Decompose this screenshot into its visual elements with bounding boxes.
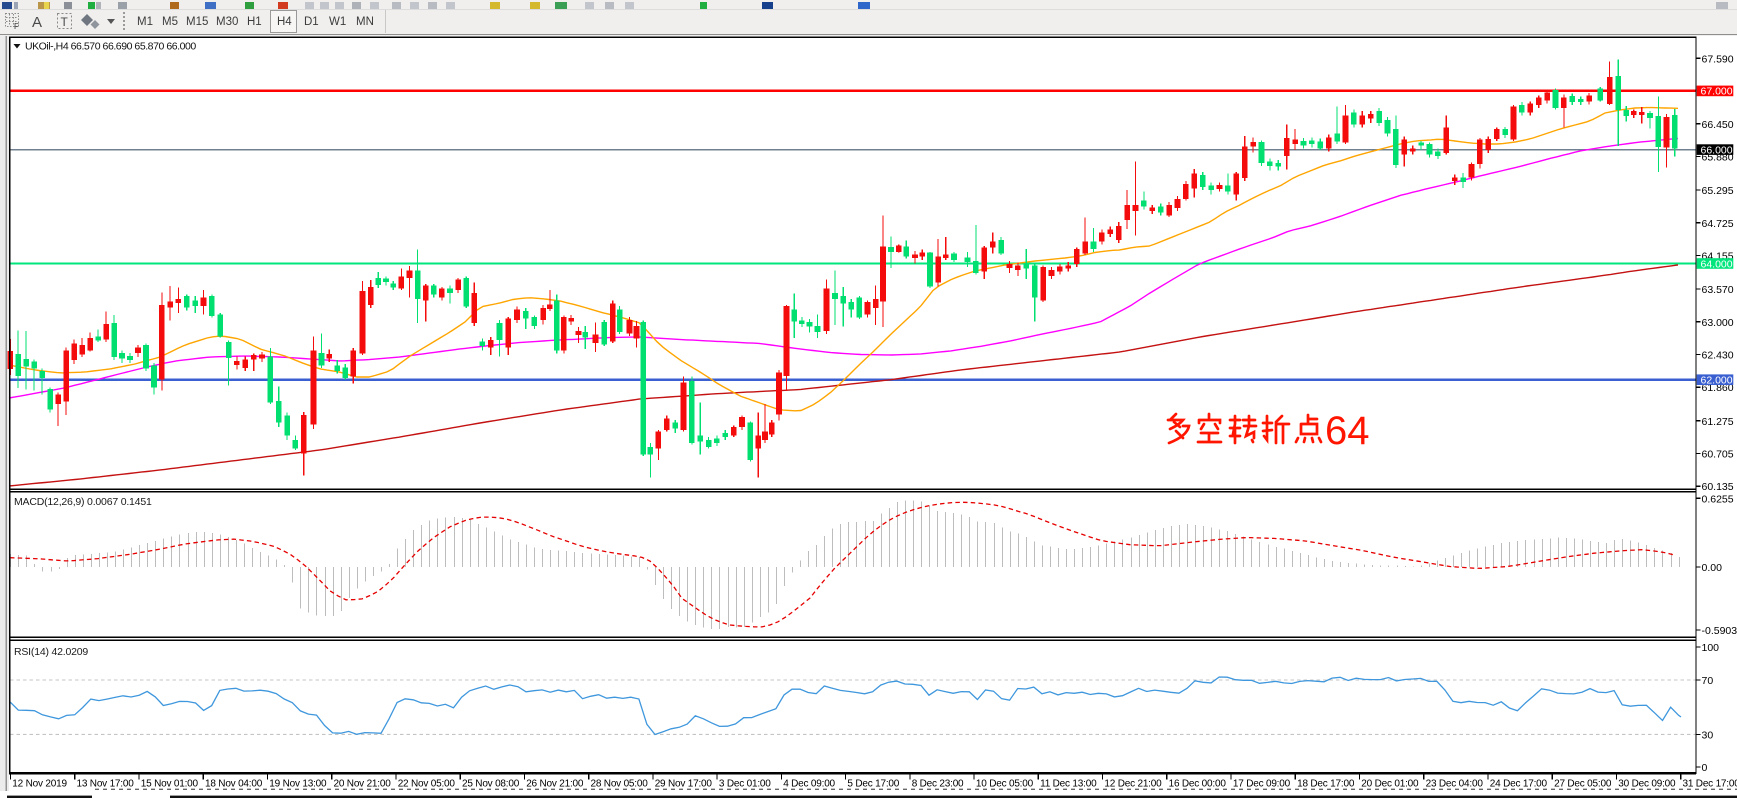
svg-text:17 Dec 09:00: 17 Dec 09:00 <box>1233 779 1291 790</box>
svg-text:22 Nov 05:00: 22 Nov 05:00 <box>398 779 456 790</box>
svg-text:T: T <box>61 15 69 29</box>
svg-text:11 Dec 13:00: 11 Dec 13:00 <box>1040 779 1097 790</box>
svg-text:0.00: 0.00 <box>1702 562 1723 574</box>
svg-text:27 Dec 05:00: 27 Dec 05:00 <box>1554 779 1612 790</box>
svg-text:M5: M5 <box>162 16 178 28</box>
svg-text:UKOil-,H4 66.570 66.690 65.87: UKOil-,H4 66.570 66.690 65.870 66.000 <box>25 41 196 53</box>
svg-text:61.275: 61.275 <box>1702 416 1734 428</box>
svg-text:D1: D1 <box>304 16 319 28</box>
svg-text:M15: M15 <box>186 16 208 28</box>
svg-text:62.430: 62.430 <box>1702 350 1734 362</box>
svg-text:0: 0 <box>1702 762 1708 774</box>
svg-text:63.570: 63.570 <box>1702 284 1734 296</box>
svg-text:100: 100 <box>1702 642 1720 654</box>
svg-text:25 Nov 08:00: 25 Nov 08:00 <box>462 779 520 790</box>
svg-text:30: 30 <box>1702 729 1714 741</box>
svg-text:64: 64 <box>1325 409 1370 453</box>
svg-text:66.450: 66.450 <box>1702 119 1734 131</box>
svg-text:MACD(12,26,9) 0.0067 0.1451: MACD(12,26,9) 0.0067 0.1451 <box>14 496 152 508</box>
svg-text:15 Nov 01:00: 15 Nov 01:00 <box>141 779 199 790</box>
svg-text:W1: W1 <box>329 16 346 28</box>
svg-text:66.000: 66.000 <box>1701 144 1733 156</box>
svg-text:12 Dec 21:00: 12 Dec 21:00 <box>1104 779 1162 790</box>
svg-text:64.725: 64.725 <box>1702 218 1734 230</box>
svg-text:19 Nov 13:00: 19 Nov 13:00 <box>269 779 327 790</box>
svg-text:H4: H4 <box>277 16 292 28</box>
svg-text:3 Dec 01:00: 3 Dec 01:00 <box>719 779 771 790</box>
svg-text:10 Dec 05:00: 10 Dec 05:00 <box>976 779 1034 790</box>
svg-text:20 Nov 21:00: 20 Nov 21:00 <box>334 779 392 790</box>
svg-text:13 Nov 17:00: 13 Nov 17:00 <box>77 779 135 790</box>
svg-text:8 Dec 23:00: 8 Dec 23:00 <box>912 779 964 790</box>
svg-text:63.000: 63.000 <box>1702 317 1734 329</box>
svg-text:65.295: 65.295 <box>1702 185 1734 197</box>
svg-text:29 Nov 17:00: 29 Nov 17:00 <box>655 779 713 790</box>
svg-text:30 Dec 09:00: 30 Dec 09:00 <box>1618 779 1676 790</box>
svg-text:A: A <box>32 14 42 31</box>
svg-text:20 Dec 01:00: 20 Dec 01:00 <box>1361 779 1419 790</box>
svg-text:24 Dec 17:00: 24 Dec 17:00 <box>1490 779 1548 790</box>
svg-text:28 Nov 05:00: 28 Nov 05:00 <box>591 779 649 790</box>
svg-text:F: F <box>14 22 19 31</box>
svg-text:26 Nov 21:00: 26 Nov 21:00 <box>526 779 584 790</box>
svg-text:70: 70 <box>1702 675 1714 687</box>
svg-text:67.000: 67.000 <box>1701 86 1733 98</box>
svg-text:MN: MN <box>356 16 374 28</box>
svg-text:31 Dec 17:00: 31 Dec 17:00 <box>1683 779 1737 790</box>
svg-text:61.860: 61.860 <box>1702 382 1734 394</box>
svg-text:18 Nov 04:00: 18 Nov 04:00 <box>205 779 263 790</box>
svg-text:60.135: 60.135 <box>1702 481 1734 493</box>
svg-text:4 Dec 09:00: 4 Dec 09:00 <box>783 779 835 790</box>
svg-text:M1: M1 <box>137 16 153 28</box>
svg-text:16 Dec 00:00: 16 Dec 00:00 <box>1169 779 1227 790</box>
svg-text:23 Dec 04:00: 23 Dec 04:00 <box>1426 779 1484 790</box>
svg-text:M30: M30 <box>216 16 238 28</box>
svg-text:64.000: 64.000 <box>1701 258 1733 270</box>
svg-text:H1: H1 <box>247 16 262 28</box>
svg-text:62.000: 62.000 <box>1701 375 1733 387</box>
svg-text:5 Dec 17:00: 5 Dec 17:00 <box>847 779 899 790</box>
svg-text:RSI(14) 42.0209: RSI(14) 42.0209 <box>14 646 88 658</box>
svg-text:0.6255: 0.6255 <box>1702 493 1734 505</box>
svg-text:-0.5903: -0.5903 <box>1702 625 1737 637</box>
svg-text:67.590: 67.590 <box>1702 53 1734 65</box>
svg-text:12 Nov 2019: 12 Nov 2019 <box>12 779 67 790</box>
svg-text:60.705: 60.705 <box>1702 449 1734 461</box>
svg-text:18 Dec 17:00: 18 Dec 17:00 <box>1297 779 1355 790</box>
